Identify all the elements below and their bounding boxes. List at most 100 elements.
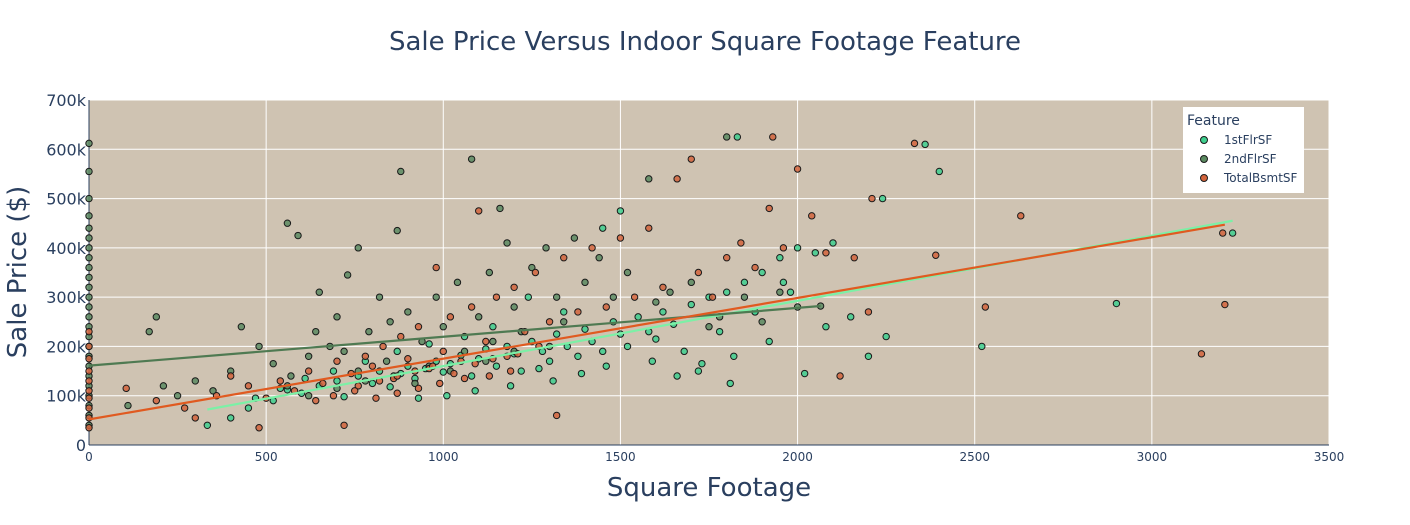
point-TotalBsmtSF-2 bbox=[85, 404, 93, 412]
point-1stFlrSF-8 bbox=[340, 393, 348, 401]
point-2ndFlrSF-56 bbox=[475, 313, 483, 321]
point-TotalBsmtSF-99 bbox=[506, 367, 515, 375]
point-1stFlrSF-79 bbox=[425, 340, 433, 348]
point-TotalBsmtSF-72 bbox=[868, 194, 876, 203]
point-1stFlrSF-30 bbox=[545, 357, 554, 365]
point-2ndFlrSF-53 bbox=[439, 323, 447, 331]
x-tick-label-3: 1500 bbox=[605, 450, 636, 464]
point-1stFlrSF-62 bbox=[829, 239, 837, 247]
point-1stFlrSF-93 bbox=[535, 364, 543, 373]
legend-label-2ndFlrSF: 2ndFlrSF bbox=[1224, 152, 1277, 166]
point-1stFlrSF-64 bbox=[864, 352, 873, 360]
point-2ndFlrSF-45 bbox=[365, 327, 373, 336]
point-TotalBsmtSF-70 bbox=[850, 254, 858, 262]
point-2ndFlrSF-13 bbox=[85, 293, 93, 301]
legend: Feature 1stFlrSF 2ndFlrSF TotalBsmtSF bbox=[1183, 107, 1304, 193]
point-TotalBsmtSF-85 bbox=[450, 369, 458, 378]
point-2ndFlrSF-50 bbox=[404, 308, 412, 316]
point-2ndFlrSF-60 bbox=[510, 303, 518, 311]
point-TotalBsmtSF-31 bbox=[404, 355, 412, 363]
point-TotalBsmtSF-41 bbox=[492, 293, 501, 301]
y-tick-label-4: 400k bbox=[46, 239, 87, 258]
point-1stFlrSF-67 bbox=[935, 167, 943, 176]
trend-line-TotalBsmtSF bbox=[88, 223, 1226, 421]
point-TotalBsmtSF-96 bbox=[436, 379, 444, 388]
point-2ndFlrSF-42 bbox=[333, 313, 341, 321]
point-2ndFlrSF-91 bbox=[304, 392, 313, 400]
point-2ndFlrSF-33 bbox=[237, 323, 246, 331]
point-1stFlrSF-82 bbox=[329, 367, 338, 375]
point-TotalBsmtSF-12 bbox=[180, 404, 189, 412]
point-2ndFlrSF-38 bbox=[294, 231, 302, 240]
point-2ndFlrSF-28 bbox=[159, 382, 168, 390]
y-tick-label-1: 100k bbox=[46, 387, 87, 406]
point-TotalBsmtSF-39 bbox=[475, 207, 483, 215]
point-2ndFlrSF-20 bbox=[85, 224, 93, 232]
point-1stFlrSF-55 bbox=[765, 337, 773, 346]
point-1stFlrSF-51 bbox=[730, 352, 738, 360]
point-1stFlrSF-86 bbox=[698, 359, 706, 368]
point-1stFlrSF-90 bbox=[602, 362, 610, 370]
point-1stFlrSF-92 bbox=[549, 377, 557, 385]
point-TotalBsmtSF-65 bbox=[779, 244, 788, 252]
point-TotalBsmtSF-6 bbox=[85, 367, 93, 375]
point-1stFlrSF-66 bbox=[878, 194, 887, 203]
point-2ndFlrSF-70 bbox=[652, 298, 660, 306]
plot-background bbox=[89, 100, 1329, 445]
y-tick-label-0: 0 bbox=[76, 436, 86, 455]
point-2ndFlrSF-63 bbox=[552, 293, 561, 301]
point-1stFlrSF-73 bbox=[616, 207, 625, 215]
point-TotalBsmtSF-90 bbox=[312, 396, 320, 405]
point-TotalBsmtSF-26 bbox=[361, 352, 370, 360]
point-1stFlrSF-45 bbox=[680, 347, 688, 356]
point-TotalBsmtSF-71 bbox=[864, 308, 873, 316]
point-TotalBsmtSF-5 bbox=[85, 377, 93, 385]
point-TotalBsmtSF-48 bbox=[560, 254, 568, 262]
point-1stFlrSF-1 bbox=[227, 414, 235, 422]
point-TotalBsmtSF-69 bbox=[836, 372, 844, 380]
point-1stFlrSF-61 bbox=[822, 323, 830, 331]
point-2ndFlrSF-59 bbox=[503, 239, 511, 247]
point-1stFlrSF-68 bbox=[921, 140, 929, 149]
point-1stFlrSF-91 bbox=[577, 369, 586, 378]
point-TotalBsmtSF-55 bbox=[659, 283, 667, 291]
point-TotalBsmtSF-67 bbox=[808, 212, 816, 220]
point-2ndFlrSF-17 bbox=[85, 254, 93, 262]
point-TotalBsmtSF-10 bbox=[122, 384, 130, 393]
scatter-points bbox=[85, 133, 1237, 432]
point-2ndFlrSF-67 bbox=[609, 293, 618, 301]
point-2ndFlrSF-18 bbox=[85, 244, 93, 252]
point-TotalBsmtSF-19 bbox=[276, 377, 285, 385]
y-tick-label-7: 700k bbox=[46, 91, 87, 110]
legend-marker-TotalBsmtSF bbox=[1200, 174, 1208, 182]
point-1stFlrSF-40 bbox=[634, 313, 642, 321]
point-2ndFlrSF-27 bbox=[152, 313, 161, 321]
trend-lines bbox=[88, 219, 1233, 421]
point-1stFlrSF-80 bbox=[393, 347, 401, 356]
point-1stFlrSF-18 bbox=[439, 368, 447, 376]
point-TotalBsmtSF-95 bbox=[414, 384, 423, 393]
x-tick-label-6: 3000 bbox=[1137, 450, 1168, 464]
point-2ndFlrSF-30 bbox=[191, 377, 199, 385]
point-TotalBsmtSF-8 bbox=[85, 342, 93, 351]
point-TotalBsmtSF-73 bbox=[910, 139, 919, 148]
point-TotalBsmtSF-24 bbox=[340, 421, 348, 429]
point-TotalBsmtSF-59 bbox=[708, 293, 717, 301]
point-2ndFlrSF-75 bbox=[723, 133, 731, 141]
point-TotalBsmtSF-50 bbox=[588, 244, 596, 252]
point-TotalBsmtSF-62 bbox=[751, 263, 759, 272]
point-1stFlrSF-46 bbox=[687, 300, 695, 309]
axis-ticks: 0 500 1000 1500 2000 2500 3000 3500 0 100k 200k 300… bbox=[46, 91, 1344, 464]
point-2ndFlrSF-16 bbox=[85, 263, 93, 272]
point-TotalBsmtSF-57 bbox=[687, 155, 695, 163]
y-tick-label-6: 600k bbox=[46, 140, 87, 159]
point-TotalBsmtSF-43 bbox=[510, 283, 518, 291]
x-tick-label-2: 1000 bbox=[428, 450, 459, 464]
point-2ndFlrSF-57 bbox=[485, 268, 494, 277]
point-TotalBsmtSF-46 bbox=[545, 318, 554, 326]
point-TotalBsmtSF-93 bbox=[372, 394, 380, 402]
point-1stFlrSF-39 bbox=[623, 342, 632, 351]
point-1stFlrSF-42 bbox=[652, 335, 660, 343]
point-1stFlrSF-43 bbox=[659, 308, 667, 316]
point-2ndFlrSF-37 bbox=[287, 372, 295, 380]
